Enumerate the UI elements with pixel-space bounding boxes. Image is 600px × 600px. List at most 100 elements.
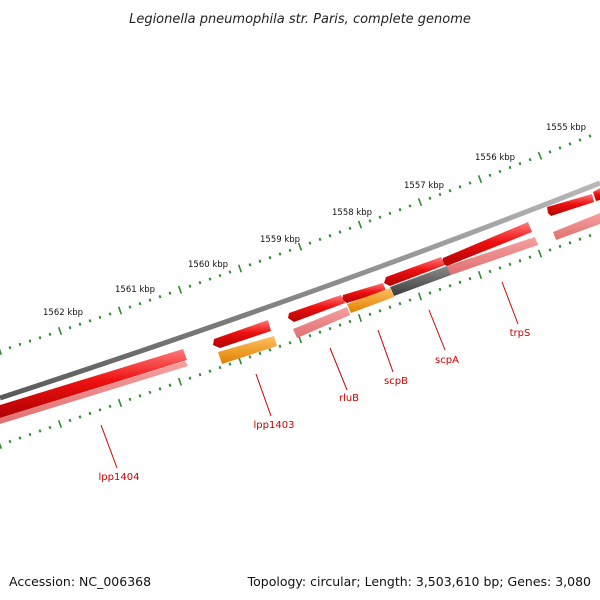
outer-scale-minor-tick <box>108 312 112 316</box>
outer-scale-minor-tick <box>508 165 512 170</box>
inner-scale-minor-tick <box>18 436 22 440</box>
gene-feature-trpS <box>442 222 532 266</box>
outer-scale-minor-tick <box>518 161 522 166</box>
inner-scale-minor-tick <box>268 348 272 352</box>
inner-scale-minor-tick <box>548 248 552 252</box>
inner-scale-minor-tick <box>488 269 492 274</box>
inner-scale-minor-tick <box>38 429 42 433</box>
outer-scale-minor-tick <box>368 219 372 223</box>
inner-scale-minor-tick <box>468 276 472 281</box>
inner-scale-minor-tick <box>8 439 12 444</box>
inner-scale-minor-tick <box>498 266 502 270</box>
outer-scale-minor-tick <box>578 138 582 142</box>
inner-scale-minor-tick <box>348 319 352 324</box>
outer-scale-minor-tick <box>268 255 272 260</box>
inner-scale-minor-tick <box>568 241 572 245</box>
outer-scale-minor-tick <box>28 339 32 343</box>
outer-scale-major-tick <box>0 348 3 356</box>
inner-scale-minor-tick <box>218 365 222 370</box>
outer-scale-minor-tick <box>78 322 82 326</box>
outer-scale-minor-tick <box>278 252 282 256</box>
scale-label-1556: 1556 kbp <box>475 153 515 163</box>
scale-label-1555: 1555 kbp <box>546 123 586 133</box>
inner-scale-minor-tick <box>338 323 342 327</box>
scale-label-1561: 1561 kbp <box>115 285 155 295</box>
gene-label-scpB: scpB <box>384 376 408 387</box>
gene-feature-bottom-right-edge <box>553 213 600 240</box>
inner-scale-major-tick <box>177 377 183 386</box>
outer-scale-minor-tick <box>98 315 102 320</box>
map-title: Legionella pneumophila str. Paris, compl… <box>129 12 471 27</box>
outer-scale-minor-tick <box>328 234 332 238</box>
outer-scale-minor-tick <box>208 277 212 281</box>
scale-label-1560: 1560 kbp <box>188 260 228 270</box>
inner-scale-ticks <box>0 233 592 450</box>
outer-scale-minor-tick <box>218 273 222 278</box>
inner-scale-minor-tick <box>148 390 152 394</box>
gene-label-lpp1403: lpp1403 <box>254 420 295 431</box>
leader-line-lpp1403 <box>255 373 272 417</box>
inner-scale-minor-tick <box>378 309 382 313</box>
gene-label-trpS: trpS <box>510 328 531 339</box>
gene-feature-bottom-scpA <box>390 266 451 296</box>
inner-scale-minor-tick <box>48 425 52 430</box>
scale-label-1557: 1557 kbp <box>404 181 444 191</box>
scale-label-1558: 1558 kbp <box>332 208 372 218</box>
outer-scale-minor-tick <box>318 237 322 242</box>
inner-scale-minor-tick <box>318 330 322 334</box>
outer-scale-minor-tick <box>468 181 472 185</box>
outer-scale-minor-tick <box>18 342 22 346</box>
inner-scale-minor-tick <box>258 351 262 356</box>
outer-scale-minor-tick <box>568 142 572 146</box>
outer-scale-minor-tick <box>168 291 172 295</box>
inner-scale-minor-tick <box>588 233 592 238</box>
gene-feature-bottom-trpS <box>447 237 538 275</box>
scale-label-1559: 1559 kbp <box>260 235 300 245</box>
gene-feature-top-1 <box>547 194 594 216</box>
gene-label-scpA: scpA <box>435 355 459 366</box>
leader-line-trpS <box>501 281 519 325</box>
outer-scale-minor-tick <box>498 169 502 174</box>
outer-scale-minor-tick <box>408 204 412 208</box>
inner-scale-minor-tick <box>578 237 582 241</box>
outer-scale-major-tick <box>357 220 363 229</box>
outer-scale-minor-tick <box>48 332 52 336</box>
inner-scale-minor-tick <box>328 326 332 331</box>
inner-scale-minor-tick <box>428 291 432 295</box>
inner-scale-minor-tick <box>158 387 162 391</box>
gene-feature-lpp1403 <box>213 320 271 348</box>
outer-scale-minor-tick <box>148 298 152 302</box>
inner-scale-minor-tick <box>308 334 312 338</box>
outer-scale-minor-tick <box>288 248 292 253</box>
outer-scale-minor-tick <box>138 301 142 306</box>
outer-scale-minor-tick <box>388 211 392 216</box>
inner-scale-minor-tick <box>138 394 142 398</box>
leader-line-scpA <box>428 309 446 351</box>
inner-scale-minor-tick <box>28 432 32 437</box>
outer-scale-minor-tick <box>458 185 462 189</box>
inner-scale-minor-tick <box>278 344 282 349</box>
inner-scale-major-tick <box>537 249 543 258</box>
inner-scale-minor-tick <box>518 259 522 263</box>
outer-scale-major-tick <box>477 175 483 184</box>
inner-scale-minor-tick <box>108 404 112 409</box>
outer-scale-minor-tick <box>448 189 452 193</box>
outer-scale-major-tick <box>237 264 243 273</box>
inner-scale-minor-tick <box>388 305 392 309</box>
inner-scale-major-tick <box>117 398 123 407</box>
outer-scale-minor-tick <box>348 226 352 231</box>
gene-feature-bottom-scpB <box>347 288 394 313</box>
outer-scale-minor-tick <box>548 150 552 154</box>
outer-scale-minor-tick <box>128 305 132 309</box>
inner-scale-major-tick <box>57 419 63 428</box>
inner-scale-major-tick <box>0 442 3 450</box>
accession-text: Accession: NC_006368 <box>9 574 151 589</box>
inner-scale-minor-tick <box>188 376 192 380</box>
outer-scale-minor-tick <box>338 230 342 234</box>
inner-scale-minor-tick <box>228 362 232 366</box>
inner-scale-major-tick <box>357 313 363 322</box>
gene-feature-lpp1404 <box>0 349 187 418</box>
inner-scale-minor-tick <box>528 255 532 259</box>
leader-line-lpp1404 <box>100 424 118 469</box>
